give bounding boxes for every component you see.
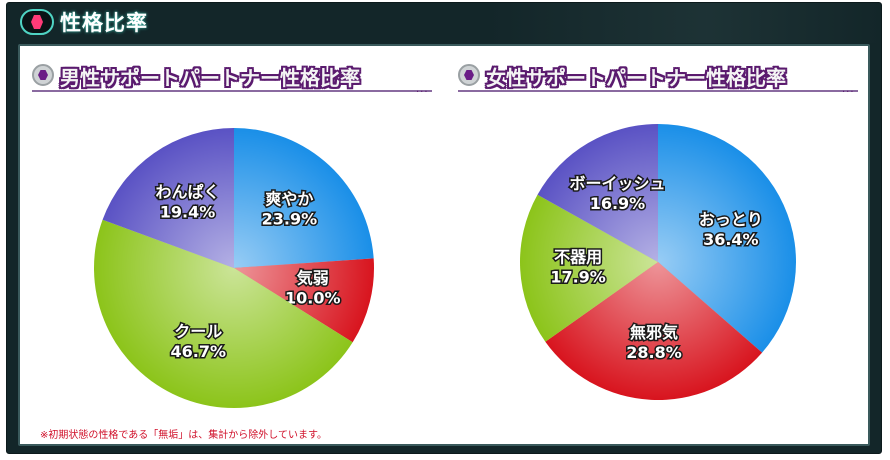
slice-name-label: ボーイッシュ bbox=[569, 174, 665, 193]
slice-name-label: クール bbox=[174, 322, 222, 341]
slice-value-label: 23.9% bbox=[262, 210, 318, 229]
male-chart-title: 男性サポートパートナー性格比率 bbox=[60, 66, 360, 90]
pie-slice-shine bbox=[537, 124, 658, 262]
slice-value-label: 46.7% bbox=[171, 342, 227, 361]
heading-dots: ... bbox=[416, 84, 429, 95]
pie-slice-shine bbox=[102, 128, 234, 268]
slice-value-label: 16.9% bbox=[590, 194, 646, 213]
slice-value-label: 36.4% bbox=[703, 230, 759, 249]
female-chart-heading: 女性サポートパートナー性格比率 ... bbox=[458, 62, 858, 95]
pie-slice-shine bbox=[520, 194, 658, 342]
slice-name-label: おっとり bbox=[699, 210, 763, 229]
hexagon-bullet-icon bbox=[32, 64, 54, 86]
male-chart-heading: 男性サポートパートナー性格比率 ... bbox=[32, 62, 432, 95]
pie-slice-shine bbox=[658, 124, 796, 353]
slice-name-label: わんぱく bbox=[156, 182, 220, 201]
pie-slice-shine bbox=[234, 128, 374, 268]
slice-name-label: 不器用 bbox=[554, 247, 602, 266]
pie-slice-shine bbox=[94, 219, 353, 408]
exclusion-note: ※初期状態の性格である「無垢」は、集計から除外しています。 bbox=[40, 430, 327, 441]
slice-name-label: 爽やか bbox=[265, 190, 313, 209]
heading-dots: ... bbox=[842, 84, 855, 95]
slice-name-label: 気弱 bbox=[297, 269, 329, 288]
hexagon-icon bbox=[20, 9, 54, 35]
slice-value-label: 17.9% bbox=[550, 267, 606, 286]
slice-value-label: 28.8% bbox=[626, 343, 682, 362]
heading-underline bbox=[458, 90, 858, 92]
pie-slice-shine bbox=[545, 262, 763, 401]
slice-value-label: 19.4% bbox=[160, 202, 216, 221]
pie-slice-shine bbox=[234, 258, 374, 343]
hexagon-bullet-icon bbox=[458, 64, 480, 86]
female-chart-title: 女性サポートパートナー性格比率 bbox=[486, 66, 786, 90]
page-title: 性格比率 bbox=[60, 11, 148, 35]
heading-underline bbox=[32, 90, 432, 92]
slice-value-label: 10.0% bbox=[285, 289, 341, 308]
content-panel: 男性サポートパートナー性格比率 ... 女性サポートパートナー性格比率 ... … bbox=[18, 44, 870, 446]
slice-name-label: 無邪気 bbox=[630, 323, 678, 342]
